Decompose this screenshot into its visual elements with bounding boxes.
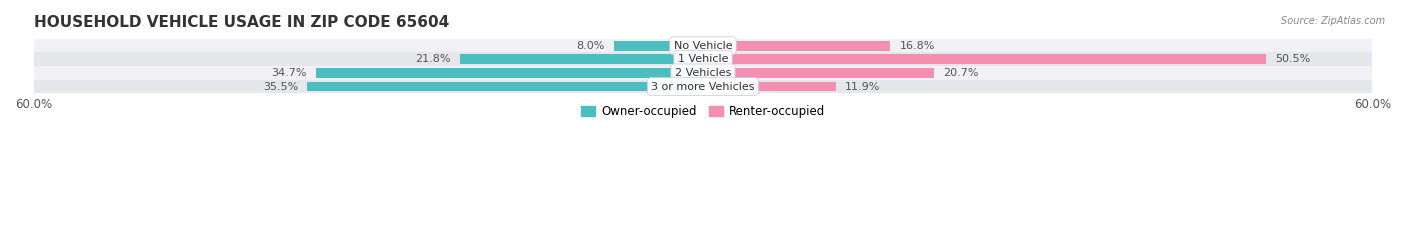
Text: 11.9%: 11.9% — [845, 82, 880, 92]
Bar — [34, 52, 1372, 66]
Text: 50.5%: 50.5% — [1275, 54, 1310, 64]
Text: 34.7%: 34.7% — [271, 68, 307, 78]
Text: Source: ZipAtlas.com: Source: ZipAtlas.com — [1281, 16, 1385, 26]
Text: HOUSEHOLD VEHICLE USAGE IN ZIP CODE 65604: HOUSEHOLD VEHICLE USAGE IN ZIP CODE 6560… — [34, 15, 449, 30]
Bar — [703, 68, 934, 78]
Bar — [460, 54, 703, 64]
Bar — [703, 54, 1267, 64]
Bar — [34, 66, 1372, 80]
Text: 21.8%: 21.8% — [415, 54, 451, 64]
Bar — [703, 82, 835, 91]
Text: No Vehicle: No Vehicle — [673, 41, 733, 51]
Text: 35.5%: 35.5% — [263, 82, 298, 92]
Bar — [34, 80, 1372, 93]
Text: 1 Vehicle: 1 Vehicle — [678, 54, 728, 64]
Legend: Owner-occupied, Renter-occupied: Owner-occupied, Renter-occupied — [576, 100, 830, 123]
Bar — [703, 41, 890, 51]
Text: 20.7%: 20.7% — [943, 68, 979, 78]
Text: 2 Vehicles: 2 Vehicles — [675, 68, 731, 78]
Text: 3 or more Vehicles: 3 or more Vehicles — [651, 82, 755, 92]
Bar — [614, 41, 703, 51]
Bar — [307, 82, 703, 91]
Text: 16.8%: 16.8% — [900, 41, 935, 51]
Bar — [34, 39, 1372, 52]
Bar — [316, 68, 703, 78]
Text: 8.0%: 8.0% — [576, 41, 605, 51]
